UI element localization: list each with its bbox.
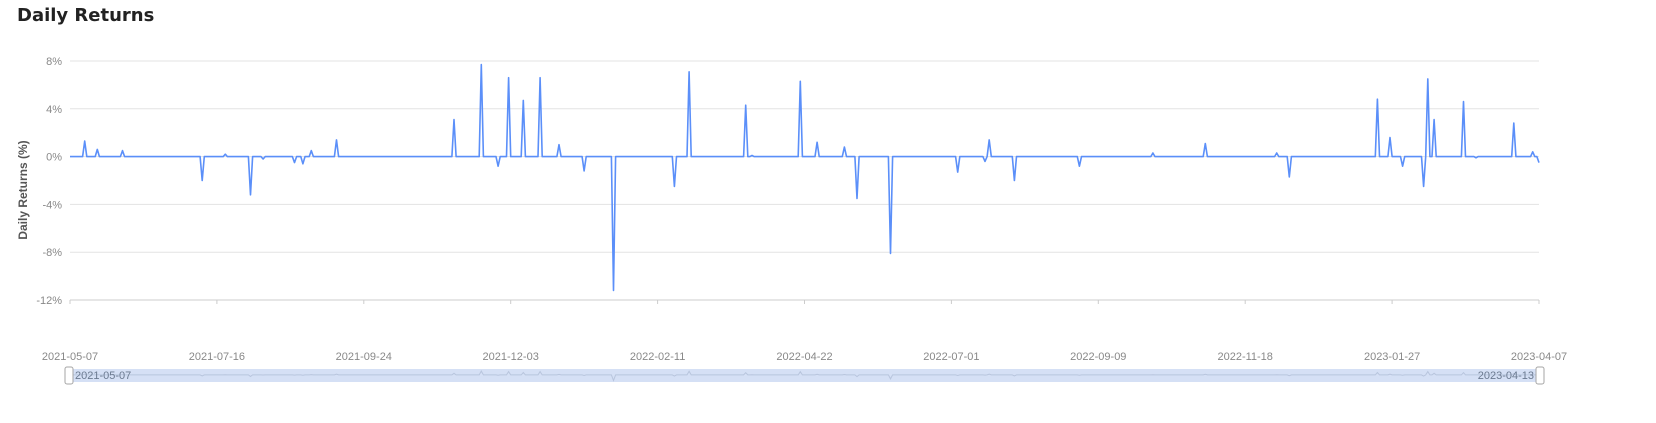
x-tick-label: 2022-04-22 <box>776 351 832 363</box>
y-tick-label: -8% <box>42 247 62 259</box>
zoom-handle-left[interactable] <box>64 366 74 385</box>
zoom-slider-preview-line <box>70 369 1540 382</box>
x-tick-label: 2023-04-07 <box>1511 351 1567 363</box>
y-tick-label: -12% <box>36 295 62 307</box>
x-tick-label: 2022-07-01 <box>923 351 979 363</box>
y-axis-ticks: 8% 4% 0% -4% -8% -12% <box>36 56 62 307</box>
x-tick-label: 2022-11-18 <box>1217 351 1272 363</box>
daily-returns-line <box>70 63 1540 292</box>
y-tick-label: 8% <box>46 56 62 68</box>
x-tick-label: 2021-12-03 <box>483 351 539 363</box>
y-tick-label: -4% <box>42 199 62 211</box>
zoom-start-label: 2021-05-07 <box>75 370 131 382</box>
y-tick-label: 4% <box>46 104 62 116</box>
y-tick-label: 0% <box>46 152 62 164</box>
zoom-slider-track[interactable] <box>68 369 1541 382</box>
x-tick-label: 2022-02-11 <box>630 351 685 363</box>
zoom-end-label: 2023-04-13 <box>1478 370 1534 382</box>
x-tick-label: 2021-09-24 <box>336 351 392 363</box>
x-tick-label: 2021-05-07 <box>42 351 98 363</box>
x-tick-label: 2023-01-27 <box>1364 351 1420 363</box>
x-tick-label: 2022-09-09 <box>1070 351 1126 363</box>
zoom-slider[interactable]: 2021-05-07 2023-04-13 <box>64 366 1545 385</box>
grid-lines <box>70 60 1539 301</box>
chart-title: Daily Returns <box>17 5 155 26</box>
x-axis-ticks: 2021-05-07 2021-07-16 2021-09-24 2021-12-03… <box>42 300 1567 363</box>
y-axis-title: Daily Returns (%) <box>16 140 30 239</box>
zoom-handle-right[interactable] <box>1535 366 1545 385</box>
x-tick-label: 2021-07-16 <box>189 351 245 363</box>
